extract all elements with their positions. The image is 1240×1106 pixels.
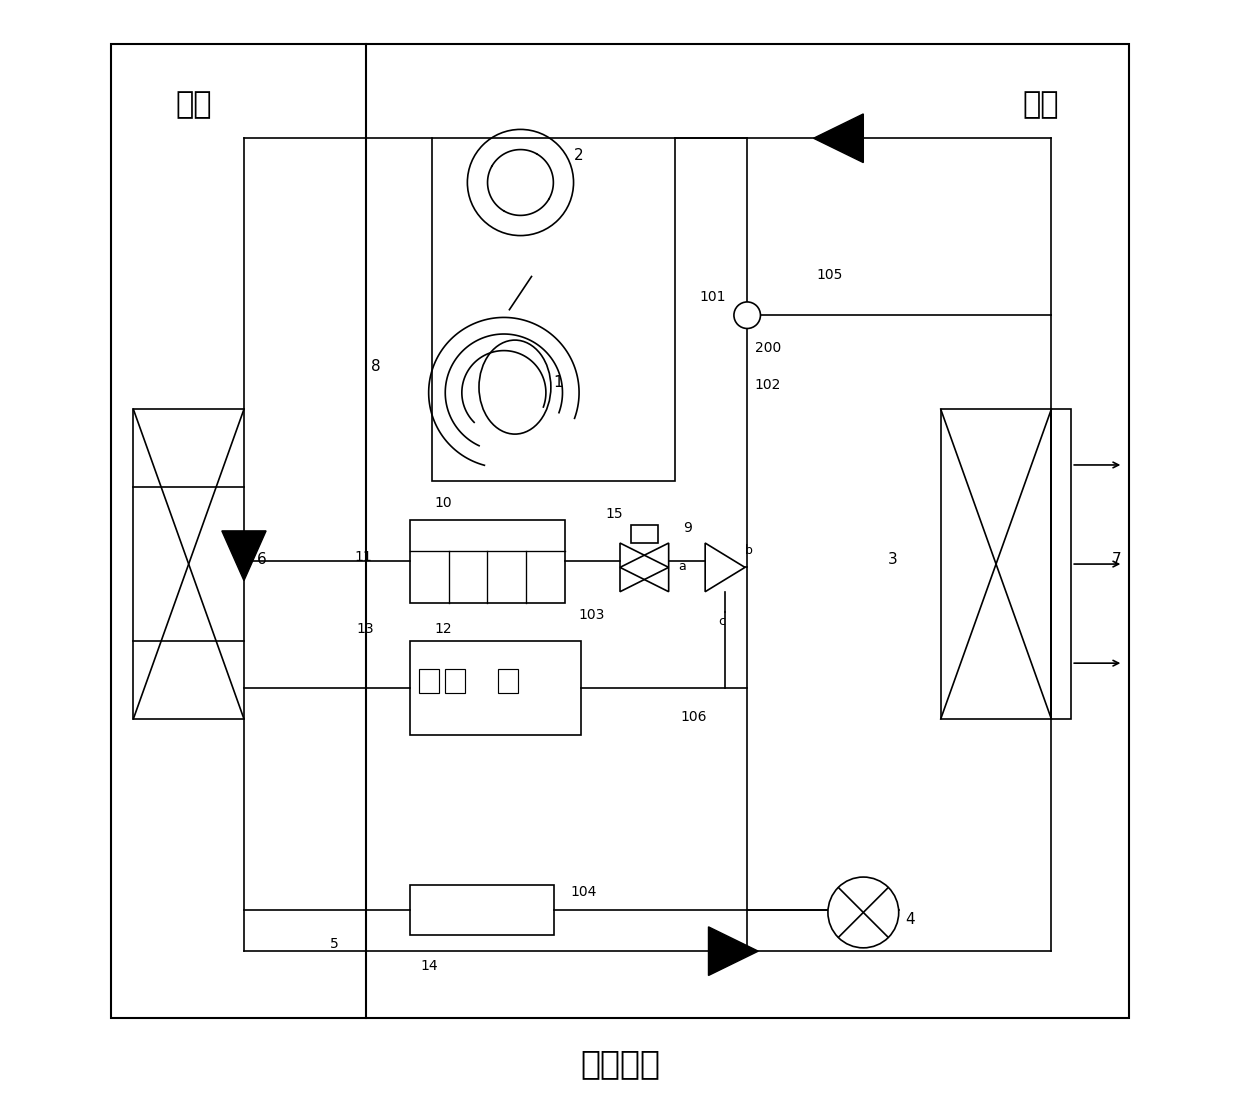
Bar (112, 44, 1128, 1018)
Bar (432, 138, 676, 481)
Text: 101: 101 (699, 290, 727, 304)
Bar (445, 669, 465, 693)
Text: a: a (678, 560, 687, 573)
Text: 14: 14 (420, 959, 439, 973)
Bar (410, 520, 564, 603)
Bar (1052, 409, 1071, 719)
Text: 8: 8 (371, 358, 381, 374)
Text: 4: 4 (905, 911, 915, 927)
Text: 200: 200 (755, 341, 781, 355)
Polygon shape (222, 531, 267, 581)
Text: b: b (745, 544, 753, 557)
Text: 103: 103 (578, 608, 604, 623)
Bar (941, 409, 1052, 719)
Polygon shape (708, 927, 758, 975)
Bar (631, 525, 657, 543)
Text: 室内: 室内 (176, 91, 212, 119)
Bar (134, 409, 244, 719)
Polygon shape (813, 114, 863, 163)
Text: 9: 9 (683, 521, 692, 535)
Text: 7: 7 (1112, 552, 1122, 567)
Text: 2: 2 (574, 148, 583, 164)
Text: c: c (718, 615, 725, 628)
Bar (410, 885, 553, 935)
Text: 11: 11 (355, 551, 372, 564)
Text: 12: 12 (434, 622, 451, 636)
Bar (410, 641, 582, 735)
Circle shape (734, 302, 760, 328)
Bar (419, 669, 439, 693)
Text: 104: 104 (570, 885, 596, 899)
Text: 105: 105 (817, 268, 843, 282)
Text: 制热模式: 制热模式 (580, 1047, 660, 1081)
Text: 10: 10 (434, 495, 451, 510)
Text: 106: 106 (681, 710, 707, 724)
Circle shape (828, 877, 899, 948)
Text: 102: 102 (755, 378, 781, 393)
Text: 室外: 室外 (1022, 91, 1059, 119)
Text: 6: 6 (257, 552, 267, 567)
Text: 13: 13 (357, 622, 374, 636)
Text: 5: 5 (330, 937, 339, 951)
Text: 3: 3 (888, 552, 898, 567)
Bar (498, 669, 518, 693)
Text: 1: 1 (553, 375, 563, 390)
Text: 15: 15 (605, 507, 624, 521)
